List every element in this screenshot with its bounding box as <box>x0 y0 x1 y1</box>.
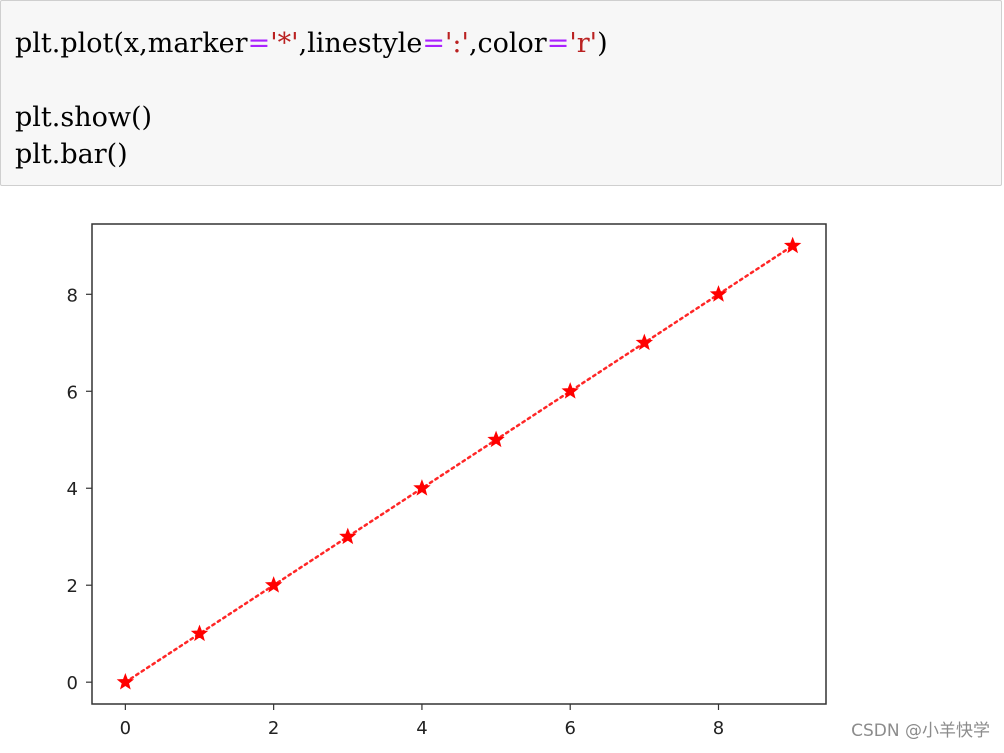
data-point-marker <box>413 479 431 496</box>
line-chart: 0 2 4 6 8 0 2 4 6 8 <box>67 223 827 739</box>
data-point-marker <box>561 382 579 399</box>
data-point-marker <box>709 285 728 302</box>
y-tick-label: 4 <box>67 479 78 500</box>
series-line <box>124 244 794 684</box>
data-point-marker <box>116 673 135 690</box>
code-cell[interactable]: plt.plot(x,marker='*',linestyle=':',colo… <box>0 0 1002 186</box>
data-point-marker <box>635 333 654 351</box>
x-tick-label: 8 <box>713 718 724 739</box>
x-tick-label: 2 <box>268 718 279 739</box>
code-operator: = <box>422 28 445 59</box>
y-tick-label: 2 <box>67 576 78 597</box>
code-token: ) <box>597 28 608 59</box>
plot-output: 0 2 4 6 8 0 2 4 6 8 <box>0 186 1004 749</box>
code-token: ,linestyle <box>298 28 423 59</box>
code-operator: = <box>247 28 271 59</box>
code-string: ':' <box>444 28 469 59</box>
data-point-marker <box>783 236 802 254</box>
code-operator: = <box>546 28 570 59</box>
data-point-marker <box>339 527 357 545</box>
data-point-marker <box>264 576 283 593</box>
x-tick-label: 0 <box>120 718 131 739</box>
x-tick-label: 4 <box>416 718 427 739</box>
code-line-2: plt.show() <box>15 102 153 133</box>
code-token: ,color <box>468 28 547 59</box>
code-line-1: plt.plot(x,marker='*',linestyle=':',colo… <box>15 28 608 60</box>
y-tick-label: 0 <box>67 673 78 694</box>
code-string: '*' <box>270 28 299 59</box>
code-token: plt.plot(x,marker <box>15 28 248 59</box>
y-tick-label: 6 <box>67 382 78 403</box>
watermark: CSDN @小羊快学 <box>851 721 990 741</box>
code-line-3: plt.bar() <box>15 139 128 170</box>
code-string: 'r' <box>569 28 598 59</box>
data-point-marker <box>487 430 505 448</box>
x-tick-label: 6 <box>564 718 575 739</box>
data-point-marker <box>190 624 209 642</box>
y-tick-label: 8 <box>67 285 78 306</box>
